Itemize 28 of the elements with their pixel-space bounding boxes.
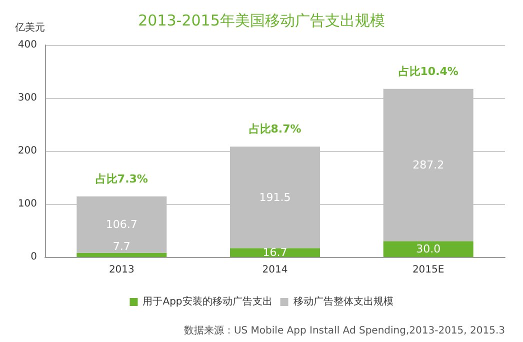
- bar: [230, 146, 320, 248]
- bar: [76, 252, 167, 257]
- bar: [76, 196, 167, 253]
- y-tick-label: 400: [18, 40, 37, 50]
- y-tick-label: 200: [18, 146, 37, 156]
- data-label: 16.7: [262, 246, 288, 260]
- x-tick-label: 2014: [262, 264, 288, 276]
- data-label: 191.5: [259, 190, 291, 204]
- y-tick-label: 0: [30, 252, 37, 262]
- data-label: 7.7: [112, 240, 130, 253]
- bar: [230, 248, 320, 257]
- data-label: 287.2: [412, 158, 444, 172]
- y-tick-label: 300: [18, 92, 37, 104]
- y-tick-label: 100: [18, 198, 37, 210]
- x-tick-label: 2013: [108, 264, 134, 276]
- bar: [383, 88, 474, 242]
- data-label: 106.7: [106, 218, 138, 232]
- y-axis-title: 亿美元: [14, 22, 45, 34]
- legend-label: 用于App安装的移动广告支出: [142, 296, 272, 308]
- annotation: 占比7.3%: [95, 172, 148, 186]
- source-note: 数据来源：US Mobile App Install Ad Spending,2013-2015, 2015.3: [184, 324, 505, 336]
- data-label: 30.0: [416, 242, 441, 256]
- bar: [383, 241, 474, 257]
- annotation: 占比10.4%: [398, 64, 458, 78]
- legend-label: 移动广告整体支出规模: [293, 296, 394, 308]
- annotation: 占比8.7%: [248, 122, 302, 136]
- chart-title: 2013-2015年美国移动广告支出规模: [138, 12, 385, 30]
- x-tick-label: 2015E: [412, 264, 444, 276]
